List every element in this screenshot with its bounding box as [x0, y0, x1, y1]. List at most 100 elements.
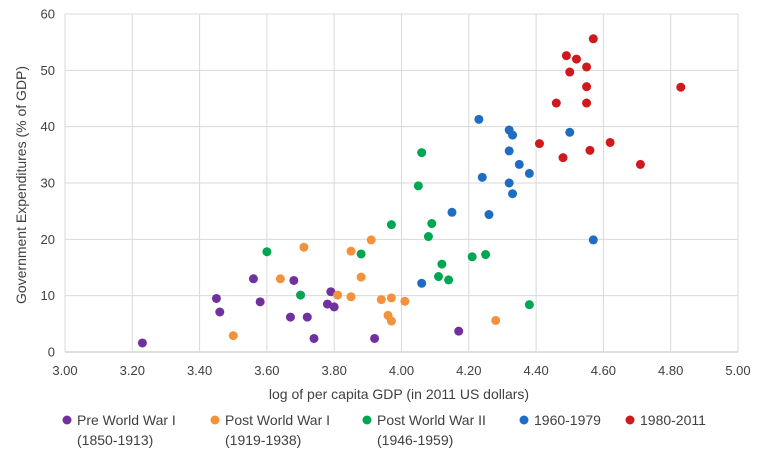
x-tick-label: 5.00: [725, 363, 750, 378]
data-point: [302, 312, 312, 322]
data-point: [333, 290, 343, 300]
data-point: [676, 82, 686, 92]
x-tick-label: 3.00: [52, 363, 77, 378]
data-point: [582, 98, 592, 108]
series-1: [228, 235, 501, 341]
legend-marker: [62, 415, 72, 425]
data-point: [571, 54, 581, 64]
data-point: [437, 259, 447, 269]
data-point: [582, 62, 592, 72]
x-tick-label: 4.20: [456, 363, 481, 378]
data-point: [434, 272, 444, 282]
data-point: [356, 249, 366, 259]
data-point: [346, 292, 356, 302]
data-point: [386, 220, 396, 230]
y-tick-label: 50: [41, 63, 55, 78]
data-point: [275, 274, 285, 284]
data-point: [561, 51, 571, 61]
legend-marker: [362, 415, 372, 425]
y-tick-label: 30: [41, 176, 55, 191]
x-tick-label: 4.00: [389, 363, 414, 378]
y-tick-label: 0: [48, 345, 55, 360]
x-tick-label: 3.20: [120, 363, 145, 378]
data-point: [565, 67, 575, 77]
series-0: [137, 274, 464, 348]
legend-label: Post World War I: [225, 412, 330, 428]
y-tick-label: 60: [41, 7, 55, 22]
data-point: [551, 98, 561, 108]
data-point: [326, 287, 336, 297]
data-point: [454, 326, 464, 336]
data-point: [588, 34, 598, 44]
data-point: [370, 333, 380, 343]
data-point: [484, 210, 494, 220]
legend-label: Post World War II: [377, 412, 486, 428]
y-tick-label: 20: [41, 232, 55, 247]
legend-label: Pre World War I: [77, 412, 176, 428]
gridlines: [64, 13, 739, 353]
legend-label: 1960-1979: [534, 412, 601, 428]
data-point: [417, 148, 427, 158]
data-point: [289, 275, 299, 285]
x-tick-label: 4.40: [523, 363, 548, 378]
data-point: [255, 297, 265, 307]
x-tick-label: 3.60: [254, 363, 279, 378]
legend-item: Post World War I (1919-1938): [210, 412, 330, 448]
data-point: [635, 159, 645, 169]
x-axis-ticks: 3.00 3.20 3.40 3.60 3.80 4.00 4.20 4.40 4.60 4.80…: [52, 363, 750, 378]
legend-item: Pre World War I (1850-1913): [62, 412, 176, 448]
data-point: [477, 172, 487, 182]
legend-marker: [519, 415, 529, 425]
x-tick-label: 3.80: [322, 363, 347, 378]
data-point: [309, 333, 319, 343]
data-point: [262, 247, 272, 257]
data-point: [504, 178, 514, 188]
data-point: [524, 300, 534, 310]
data-point: [444, 275, 454, 285]
data-point: [356, 272, 366, 282]
data-point: [228, 331, 238, 341]
legend-marker: [625, 415, 635, 425]
legend-item: 1980-2011: [625, 412, 706, 428]
data-point: [481, 250, 491, 260]
data-point: [467, 252, 477, 262]
data-point: [565, 127, 575, 137]
data-point: [585, 145, 595, 155]
legend-label-period: (1919-1938): [225, 432, 301, 448]
data-point: [427, 219, 437, 229]
data-point: [322, 299, 332, 309]
legend-marker: [210, 415, 220, 425]
data-point: [423, 232, 433, 242]
data-point: [447, 207, 457, 217]
data-point: [285, 312, 295, 322]
series-4: [534, 34, 686, 169]
data-point: [491, 315, 501, 325]
data-point: [417, 278, 427, 288]
data-point: [558, 153, 568, 163]
data-point: [299, 242, 309, 252]
legend-label: 1980-2011: [640, 412, 706, 428]
y-axis-title: Government Expenditures (% of GDP): [13, 66, 29, 304]
data-point: [508, 130, 518, 140]
y-tick-label: 40: [41, 119, 55, 134]
x-tick-label: 4.60: [591, 363, 616, 378]
legend-item: 1960-1979: [519, 412, 601, 428]
x-tick-label: 4.80: [658, 363, 683, 378]
y-axis-ticks: 0 10 20 30 40 50 60: [41, 7, 55, 360]
series-3: [417, 114, 598, 288]
data-point: [413, 181, 423, 191]
data-point: [514, 159, 524, 169]
data-point: [504, 146, 514, 156]
data-point: [508, 189, 518, 199]
data-point: [400, 296, 410, 306]
data-point: [474, 114, 484, 124]
data-point: [346, 246, 356, 256]
data-point: [386, 293, 396, 303]
data-point: [366, 235, 376, 245]
data-points: [137, 34, 686, 348]
data-point: [376, 295, 386, 305]
x-tick-label: 3.40: [187, 363, 212, 378]
series-2: [262, 148, 534, 310]
legend-label-period: (1850-1913): [77, 432, 153, 448]
